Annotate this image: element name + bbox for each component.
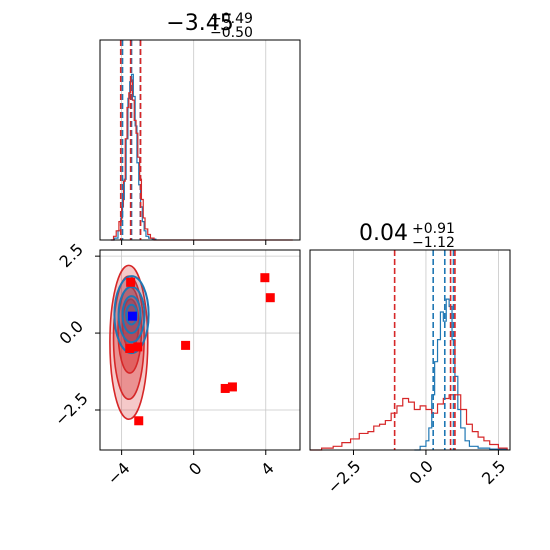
point-marker — [133, 342, 143, 352]
panel-top-left: −3.45 +0.49 −0.50 — [99, 11, 301, 245]
point-marker — [220, 383, 230, 393]
point-marker — [126, 277, 136, 287]
y-tick-label: −2.5 — [51, 389, 92, 430]
point-marker — [265, 293, 275, 303]
panel-top-left-data — [110, 40, 293, 241]
panel-bottom-right-frame — [309, 249, 511, 451]
panel-bottom-right: −2.5 0.0 2.5 0.04 +0.91 −1.12 — [309, 221, 511, 498]
point-marker — [260, 273, 270, 283]
panel-bottom-right-data — [310, 250, 508, 451]
panel-top-left-title: −3.45 — [166, 11, 233, 36]
histogram-series-1 — [110, 73, 157, 241]
y-tick-label: 2.5 — [56, 240, 87, 271]
panel-top-left-frame — [99, 39, 301, 241]
histogram-series-1 — [414, 298, 508, 451]
x-tick-label: 4 — [257, 459, 278, 480]
title-1-sub: −0.50 — [210, 25, 253, 41]
panel-bottom-right-title: 0.04 — [359, 221, 408, 246]
histogram-series-2 — [310, 394, 508, 451]
point-marker — [181, 340, 191, 350]
point-marker — [134, 416, 144, 426]
panel-bottom-left: −4 0 4 2.5 0.0 −2.5 — [51, 240, 301, 489]
title-2-main: 0.04 — [359, 221, 408, 246]
point-marker — [125, 343, 135, 353]
title-1-sup: +0.49 — [210, 11, 253, 27]
x-tick-label: −4 — [104, 459, 134, 489]
panel-bottom-right-grid — [353, 250, 499, 450]
point-marker — [227, 382, 237, 392]
title-2-sub: −1.12 — [412, 235, 455, 251]
panel-bottom-left-data — [109, 264, 275, 426]
panel-bottom-left-ticks: −4 0 4 2.5 0.0 −2.5 — [51, 240, 278, 489]
x-tick-label: 0 — [185, 459, 206, 480]
panel-bottom-left-frame — [99, 249, 301, 451]
x-tick-label: 2.5 — [478, 457, 509, 488]
title-2-sup: +0.91 — [412, 221, 455, 237]
y-tick-label: 0.0 — [56, 317, 87, 348]
panel-top-left-ticks — [121, 240, 267, 245]
x-tick-label: −2.5 — [324, 457, 365, 498]
panel-bottom-right-ticks: −2.5 0.0 2.5 — [324, 450, 509, 498]
x-tick-label: 0.0 — [406, 457, 437, 488]
title-1-main: −3.45 — [166, 11, 233, 36]
histogram-series-2 — [110, 79, 293, 241]
point-marker — [127, 311, 137, 321]
